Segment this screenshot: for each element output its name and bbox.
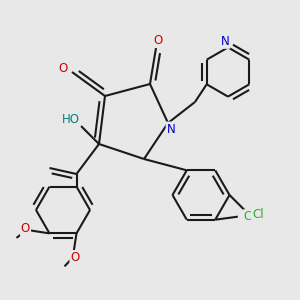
Text: O: O: [70, 251, 80, 264]
Text: O: O: [153, 34, 162, 47]
Text: Cl: Cl: [244, 210, 255, 223]
Text: O: O: [21, 222, 30, 236]
Text: O: O: [58, 62, 68, 76]
Text: Cl: Cl: [252, 208, 264, 221]
Text: HO: HO: [61, 113, 80, 127]
Text: N: N: [167, 122, 176, 136]
Text: N: N: [220, 35, 230, 48]
